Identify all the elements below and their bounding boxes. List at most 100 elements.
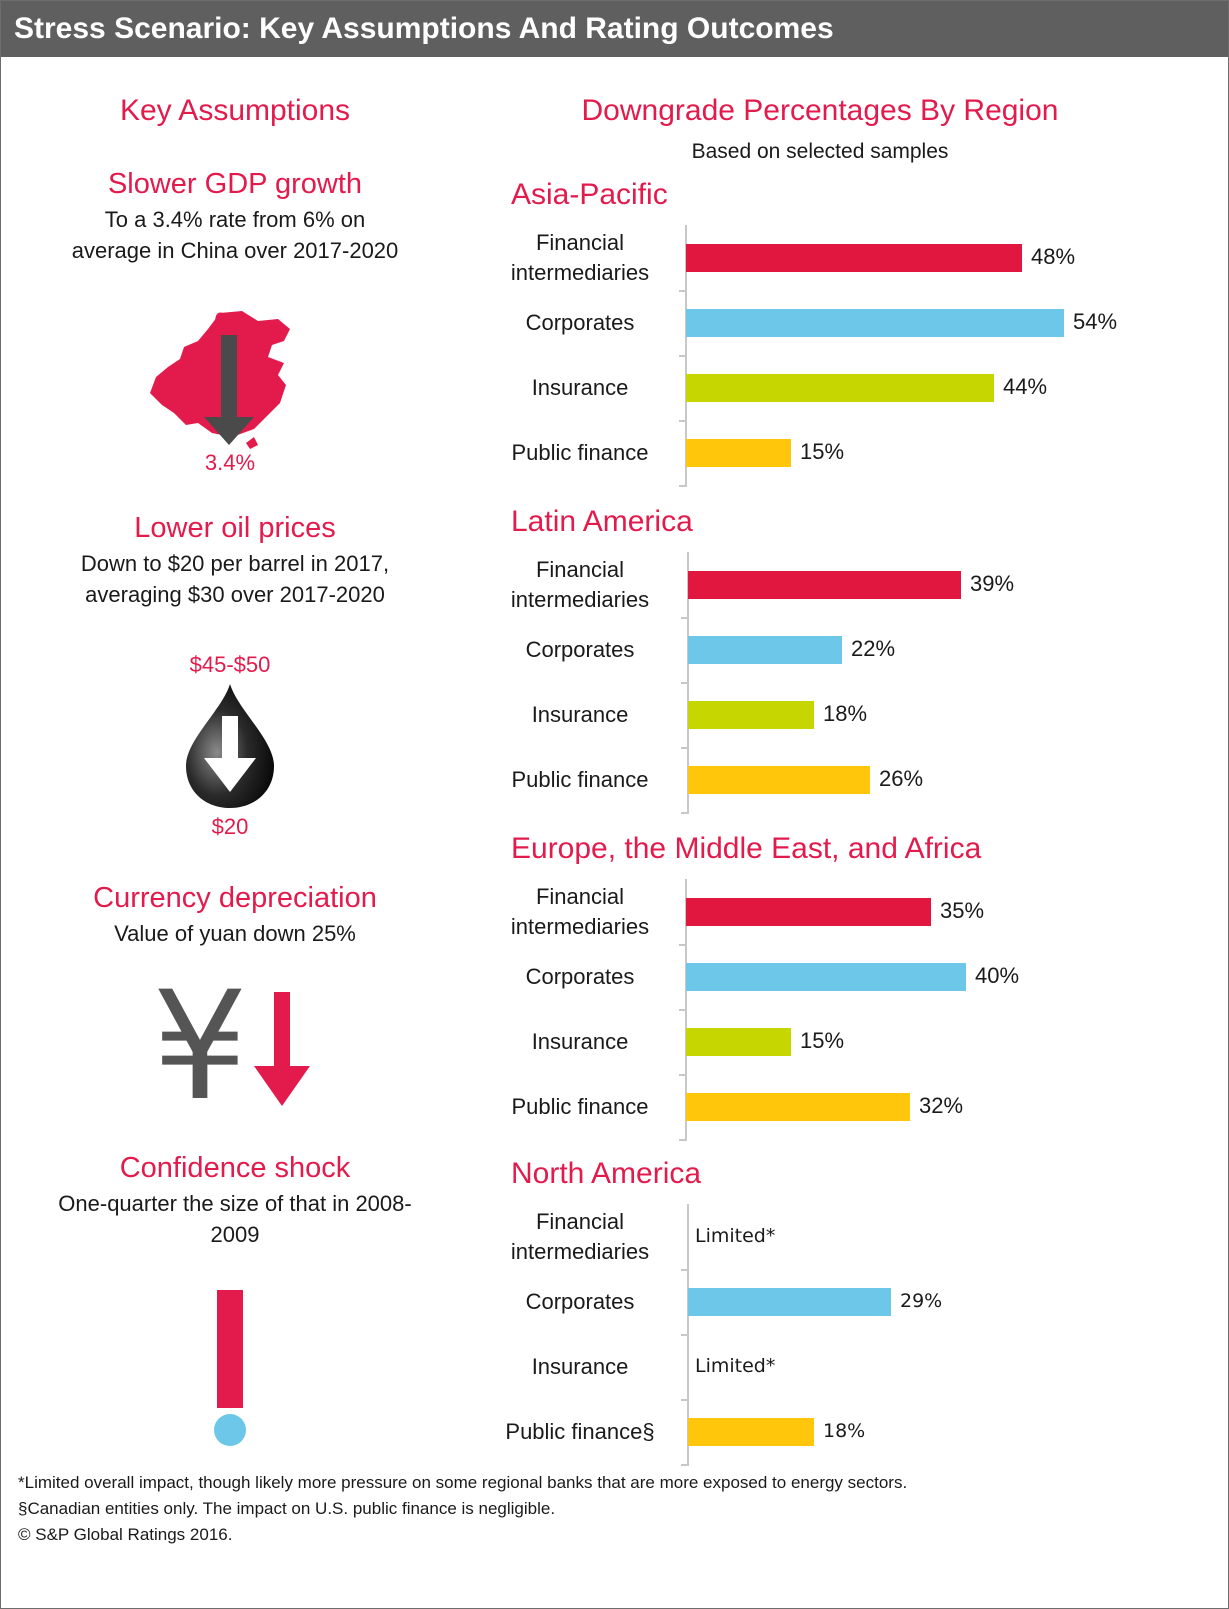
data-label: 22% [851, 636, 896, 661]
gdp-to-label: 3.4% [204, 450, 256, 475]
axis-tick [679, 1139, 685, 1141]
category-label-line: Corporates [525, 637, 635, 662]
bar [688, 701, 814, 729]
axis-tick [681, 812, 687, 814]
category-label: Public finance [480, 765, 680, 795]
category-label: Financial intermediaries [480, 1207, 680, 1267]
category-label: Corporates [480, 308, 680, 338]
category-label-line: Financial [535, 884, 625, 909]
chart-title: Downgrade Percentages By Region [581, 94, 1059, 127]
category-label-line: Corporates [525, 1289, 635, 1314]
gdp-title: Slower GDP growth [107, 168, 363, 200]
bar [688, 1418, 814, 1446]
oil-to-label: $20 [211, 814, 249, 839]
category-label-line: intermediaries [510, 587, 650, 612]
category-label: Corporates [480, 962, 680, 992]
currency-title: Currency depreciation [93, 882, 377, 914]
axis-tick [681, 747, 687, 749]
data-label: 39% [970, 571, 1015, 596]
category-label: Insurance [480, 700, 680, 730]
category-label: Financial intermediaries [480, 882, 680, 942]
oil-desc-line1: Down to $20 per barrel in 2017, [80, 551, 390, 576]
confidence-desc-line1: One-quarter the size of that in 2008- [58, 1191, 412, 1216]
category-label-line: Corporates [525, 964, 635, 989]
axis-tick [679, 944, 685, 946]
currency-down-arrow-icon [252, 992, 312, 1110]
data-label: 15% [800, 1028, 845, 1053]
category-label: Insurance [480, 1027, 680, 1057]
bar [688, 571, 961, 599]
oil-from-label: $45-$50 [189, 652, 271, 677]
bar [688, 636, 842, 664]
copyright: © S&P Global Ratings 2016. [18, 1525, 233, 1544]
category-label: Corporates [480, 635, 680, 665]
axis-tick [681, 1269, 687, 1271]
axis-tick [681, 682, 687, 684]
bar [688, 1288, 891, 1316]
category-label-line: Insurance [531, 375, 629, 400]
category-label: Public finance§ [480, 1417, 680, 1447]
axis-tick [679, 1074, 685, 1076]
bar [686, 309, 1064, 337]
chart-subtitle: Based on selected samples [691, 140, 949, 163]
data-label: 18% [823, 1420, 866, 1442]
axis-tick [681, 1334, 687, 1336]
confidence-title: Confidence shock [119, 1152, 351, 1184]
category-label-line: intermediaries [510, 1239, 650, 1264]
region-axis [685, 225, 687, 487]
gdp-from-label: 6% [214, 308, 246, 333]
bar [688, 766, 870, 794]
data-label: 18% [823, 701, 868, 726]
bar [686, 1093, 910, 1121]
category-label: Insurance [480, 373, 680, 403]
gdp-desc-line1: To a 3.4% rate from 6% on [104, 207, 366, 232]
category-label-line: intermediaries [510, 260, 650, 285]
page-title: Stress Scenario: Key Assumptions And Rat… [1, 1, 1228, 57]
data-label: 32% [919, 1093, 964, 1118]
currency-desc: Value of yuan down 25% [114, 921, 356, 946]
data-label: 40% [975, 963, 1020, 988]
axis-tick [679, 355, 685, 357]
category-label: Public finance [480, 438, 680, 468]
category-label: Financial intermediaries [480, 555, 680, 615]
axis-tick [681, 1464, 687, 1466]
bar [686, 439, 791, 467]
bar [686, 963, 966, 991]
axis-tick [679, 1009, 685, 1011]
category-label-line: Insurance [531, 1354, 629, 1379]
data-label: 35% [940, 898, 985, 923]
category-label-line: Public finance§ [505, 1419, 655, 1444]
axis-tick [681, 617, 687, 619]
footnote-canadian: §Canadian entities only. The impact on U… [18, 1499, 556, 1518]
axis-tick [679, 485, 685, 487]
region-title: North America [511, 1157, 702, 1190]
data-label: 15% [800, 439, 845, 464]
data-label: 54% [1073, 309, 1118, 334]
category-label-line: intermediaries [510, 914, 650, 939]
axis-tick [681, 1399, 687, 1401]
data-label: 29% [900, 1290, 943, 1312]
data-label: 26% [879, 766, 924, 791]
category-label-line: Public finance [511, 1094, 649, 1119]
footnote-limited: *Limited overall impact, though likely m… [18, 1473, 908, 1492]
category-label-line: Financial [535, 230, 625, 255]
category-label-line: Insurance [531, 702, 629, 727]
oil-desc-line2: averaging $30 over 2017-2020 [85, 582, 385, 607]
category-label: Financial intermediaries [480, 228, 680, 288]
data-label: 48% [1031, 244, 1076, 269]
oil-title: Lower oil prices [134, 512, 336, 544]
region-title: Europe, the Middle East, and Africa [511, 832, 982, 865]
bar [686, 1028, 791, 1056]
data-label: 44% [1003, 374, 1048, 399]
category-label: Public finance [480, 1092, 680, 1122]
category-label-line: Financial [535, 1209, 625, 1234]
category-label-line: Financial [535, 557, 625, 582]
category-label-line: Corporates [525, 310, 635, 335]
china-map-down-arrow-icon [150, 305, 300, 455]
bar [686, 374, 994, 402]
data-label: Limited* [695, 1355, 776, 1377]
region-title: Asia-Pacific [511, 178, 668, 211]
confidence-desc-line2: 2009 [210, 1222, 260, 1247]
region-axis [685, 879, 687, 1141]
axis-tick [679, 290, 685, 292]
